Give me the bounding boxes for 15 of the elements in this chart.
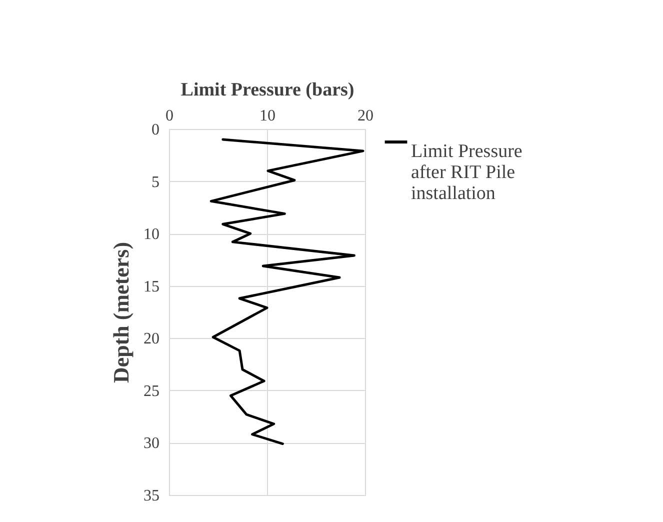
line-series <box>210 138 364 446</box>
x-axis-title: Limit Pressure (bars) <box>180 80 354 100</box>
y-tick-label: 35 <box>144 488 160 504</box>
y-tick-label: 20 <box>144 330 160 348</box>
y-tick-label: 0 <box>152 122 160 138</box>
y-tick-label: 10 <box>144 226 160 244</box>
y-tick-label: 25 <box>144 382 160 400</box>
x-tick-label: 20 <box>358 108 374 124</box>
x-tick-label: 0 <box>166 108 174 124</box>
y-tick-label: 5 <box>152 174 160 191</box>
y-axis-title: Depth (meters) <box>108 242 134 384</box>
x-tick-label: 10 <box>260 108 276 124</box>
y-tick-label: 15 <box>144 278 160 296</box>
legend-label: Limit Pressure after RIT Pile installation <box>411 141 522 204</box>
y-tick-label: 30 <box>144 435 160 452</box>
